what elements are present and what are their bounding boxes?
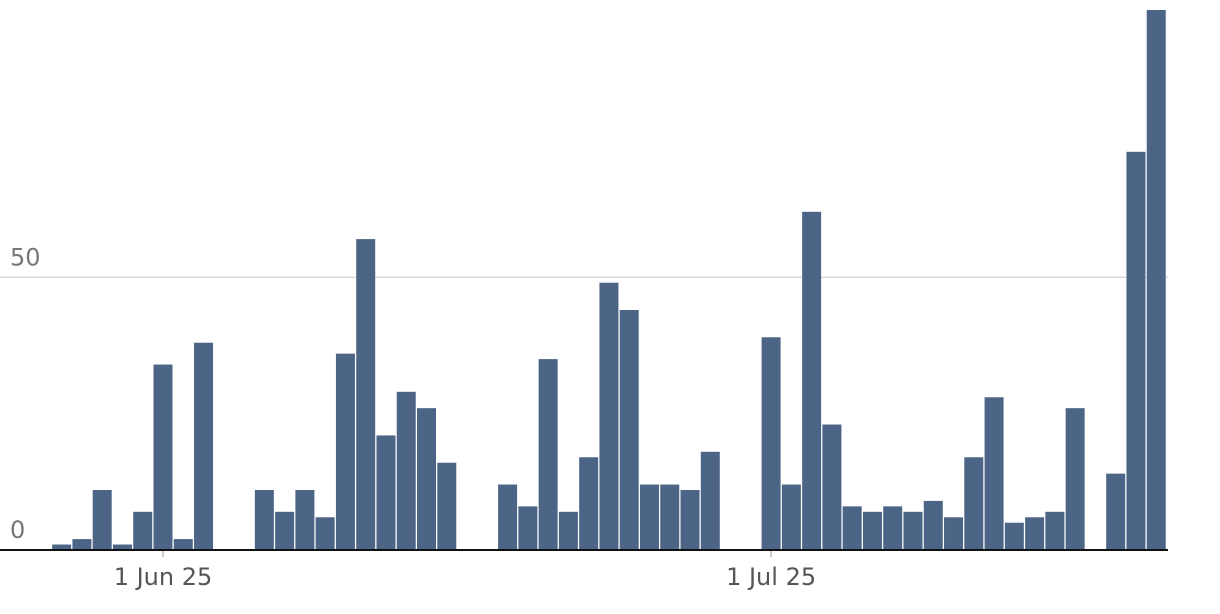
- bar: [802, 211, 822, 550]
- bar: [1065, 408, 1085, 550]
- bar: [1146, 10, 1166, 550]
- bar: [437, 462, 457, 550]
- bar: [1106, 473, 1126, 550]
- bar: [315, 517, 335, 550]
- bar: [1025, 517, 1045, 550]
- bar: [417, 408, 437, 550]
- bar: [173, 539, 193, 550]
- y-tick-label: 0: [10, 516, 25, 544]
- bar: [639, 484, 659, 550]
- bar: [498, 484, 518, 550]
- x-tick-label: 1 Jul 25: [726, 563, 816, 591]
- bar: [52, 544, 72, 550]
- bar: [984, 397, 1004, 550]
- bar: [376, 435, 396, 550]
- bar: [538, 359, 558, 550]
- bar: [964, 457, 984, 550]
- bar: [680, 490, 700, 550]
- bar: [396, 391, 416, 550]
- x-tick-label: 1 Jun 25: [114, 563, 213, 591]
- bar: [822, 424, 842, 550]
- bar: [842, 506, 862, 550]
- bar: [1004, 522, 1024, 550]
- bar: [923, 500, 943, 550]
- y-tick-label: 50: [10, 243, 41, 271]
- bar: [356, 239, 376, 550]
- bar: [1126, 151, 1146, 550]
- bar: [883, 506, 903, 550]
- bar: [862, 511, 882, 550]
- bar: [112, 544, 132, 550]
- bar: [558, 511, 578, 550]
- bar: [599, 282, 619, 550]
- bar: [153, 364, 173, 550]
- bar: [295, 490, 315, 550]
- bar: [761, 337, 781, 550]
- bar: [275, 511, 295, 550]
- bar: [92, 490, 112, 550]
- bar: [72, 539, 92, 550]
- bar: [194, 342, 214, 550]
- bar: [254, 490, 274, 550]
- bar: [1045, 511, 1065, 550]
- bar: [944, 517, 964, 550]
- bar: [579, 457, 599, 550]
- bar: [660, 484, 680, 550]
- bar: [518, 506, 538, 550]
- bar: [335, 353, 355, 550]
- bar: [619, 310, 639, 550]
- bar: [133, 511, 153, 550]
- bar: [903, 511, 923, 550]
- bar: [781, 484, 801, 550]
- bar: [700, 451, 720, 550]
